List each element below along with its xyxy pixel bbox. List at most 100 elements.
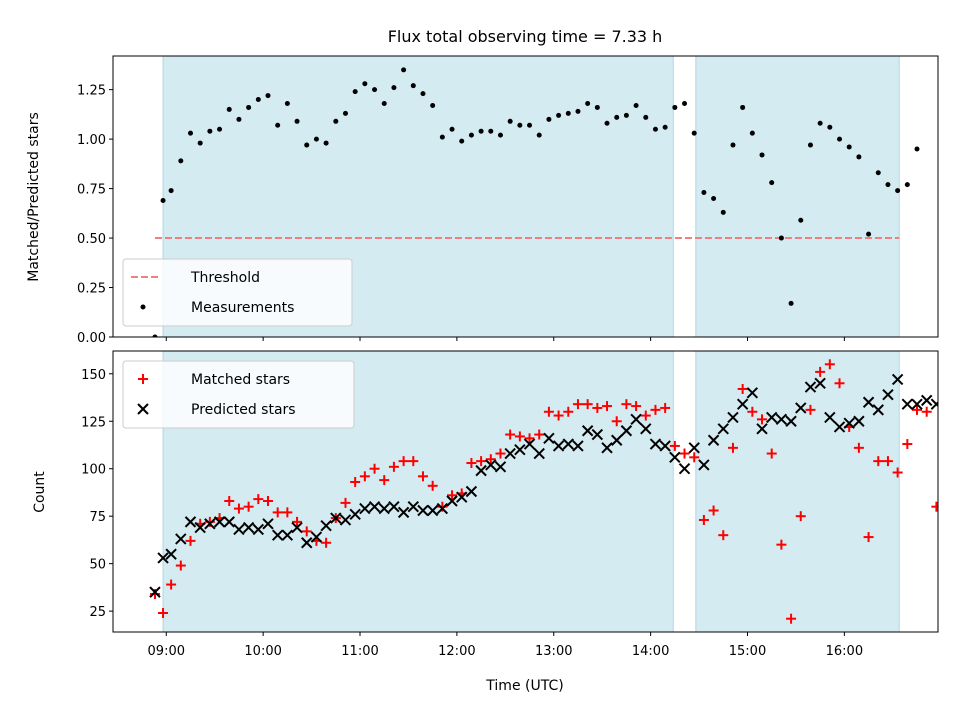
predicted-star-marker-b bbox=[446, 495, 458, 507]
x-tick-label: 13:00 bbox=[535, 644, 572, 659]
measurement-point bbox=[304, 142, 310, 148]
matched-star-point bbox=[582, 399, 593, 410]
predicted-star-point bbox=[475, 464, 487, 477]
predicted-star-point bbox=[707, 434, 720, 446]
matched-star-point bbox=[398, 456, 409, 467]
measurement-point bbox=[362, 81, 368, 87]
matched-star-point bbox=[708, 505, 719, 516]
predicted-star-point bbox=[359, 502, 371, 515]
predicted-star-point bbox=[262, 518, 274, 530]
matched-star-point bbox=[951, 407, 960, 417]
bottom-legend: Matched stars Predicted stars bbox=[122, 360, 355, 429]
top-plot-panel: 0.00 0.25 0.50 0.75 1.00 1.25 Threshold Measure… bbox=[77, 55, 939, 346]
predicted-star-marker-b bbox=[795, 402, 807, 414]
predicted-star-point bbox=[446, 495, 458, 507]
predicted-star-marker-b bbox=[591, 428, 604, 441]
matched-star-point bbox=[602, 401, 613, 412]
predicted-star-marker-b bbox=[252, 523, 265, 536]
measurement-point bbox=[875, 170, 881, 176]
measurement-point bbox=[323, 140, 329, 146]
measurement-point bbox=[255, 97, 261, 103]
top-axes-frame bbox=[112, 55, 939, 338]
bottom-axes-frame bbox=[112, 350, 939, 633]
predicted-star-point bbox=[310, 531, 323, 543]
measurement-point bbox=[837, 136, 843, 142]
matched-star-point bbox=[204, 516, 215, 527]
matched-star-point bbox=[737, 383, 748, 394]
matched-star-point bbox=[534, 429, 545, 440]
measurement-point bbox=[478, 128, 484, 134]
predicted-star-marker-b bbox=[717, 423, 729, 435]
predicted-star-point bbox=[882, 388, 894, 401]
predicted-star-point bbox=[533, 447, 545, 460]
matched-star-point bbox=[679, 448, 690, 459]
predicted-star-marker-b bbox=[698, 459, 710, 471]
predicted-star-point bbox=[804, 381, 817, 393]
measurement-point bbox=[342, 110, 348, 116]
predicted-star-marker-b bbox=[630, 413, 642, 426]
predicted-star-point bbox=[149, 586, 161, 598]
predicted-star-marker-b bbox=[872, 404, 884, 416]
matched-star-point bbox=[669, 440, 680, 451]
measurement-point bbox=[575, 108, 581, 114]
legend-label: Predicted stars bbox=[191, 402, 296, 418]
matched-star-point bbox=[340, 497, 351, 508]
measurement-point bbox=[701, 190, 707, 196]
matched-star-point bbox=[824, 359, 835, 370]
bottom-y-tick-label: 75 bbox=[89, 510, 106, 525]
predicted-star-point bbox=[157, 552, 169, 564]
x-tick-label: 10:00 bbox=[244, 644, 281, 659]
predicted-star-point bbox=[853, 415, 865, 427]
matched-star-point bbox=[882, 456, 893, 467]
x-tick-label: 11:00 bbox=[341, 644, 378, 659]
predicted-star-point bbox=[775, 413, 788, 426]
matched-star-point bbox=[321, 537, 332, 548]
predicted-star-marker-b bbox=[339, 514, 352, 526]
measurement-point bbox=[652, 126, 658, 132]
predicted-star-marker-b bbox=[727, 411, 739, 424]
predicted-star-marker-b bbox=[901, 398, 914, 410]
predicted-star-point bbox=[456, 491, 468, 503]
measurement-point bbox=[691, 130, 697, 136]
matched-star-point bbox=[718, 530, 729, 541]
predicted-star-point bbox=[252, 523, 265, 536]
matched-star-point bbox=[282, 507, 293, 518]
top-y-tick-label: 0.75 bbox=[77, 183, 106, 198]
measurement-point bbox=[866, 231, 872, 237]
measurement-point bbox=[769, 180, 775, 186]
predicted-star-marker-b bbox=[475, 464, 487, 477]
predicted-star-marker-b bbox=[736, 398, 749, 410]
predicted-star-marker-b bbox=[184, 516, 197, 528]
measurement-point bbox=[294, 118, 300, 124]
matched-star-point bbox=[766, 448, 777, 459]
matched-star-point bbox=[892, 467, 903, 478]
matched-star-point bbox=[592, 402, 603, 413]
measurement-point bbox=[265, 93, 271, 99]
predicted-star-marker-b bbox=[814, 377, 826, 389]
predicted-star-marker-b bbox=[465, 485, 478, 498]
matched-star-point bbox=[158, 608, 169, 619]
measurement-point bbox=[160, 197, 166, 203]
measurement-point bbox=[856, 154, 862, 160]
predicted-star-point bbox=[814, 377, 826, 389]
top-y-tick-label: 0.25 bbox=[77, 282, 106, 297]
measurement-point bbox=[168, 188, 174, 194]
predicted-star-marker-b bbox=[920, 394, 933, 407]
matched-star-point bbox=[631, 401, 642, 412]
predicted-star-point bbox=[320, 519, 332, 532]
predicted-star-point bbox=[407, 500, 420, 513]
legend-measurement-swatch bbox=[140, 304, 146, 310]
predicted-star-point bbox=[746, 387, 759, 399]
predicted-star-point bbox=[601, 442, 613, 454]
measurement-point bbox=[827, 124, 833, 130]
predicted-star-marker-b bbox=[291, 521, 303, 534]
matched-star-point bbox=[233, 503, 244, 514]
predicted-star-point bbox=[426, 504, 439, 517]
matched-star-point bbox=[786, 613, 797, 624]
measurement-point bbox=[527, 122, 533, 128]
predicted-star-point bbox=[581, 425, 594, 437]
predicted-star-point bbox=[941, 378, 951, 388]
measurement-point bbox=[468, 132, 474, 138]
matched-star-point bbox=[640, 410, 651, 421]
measurement-point bbox=[536, 132, 542, 138]
